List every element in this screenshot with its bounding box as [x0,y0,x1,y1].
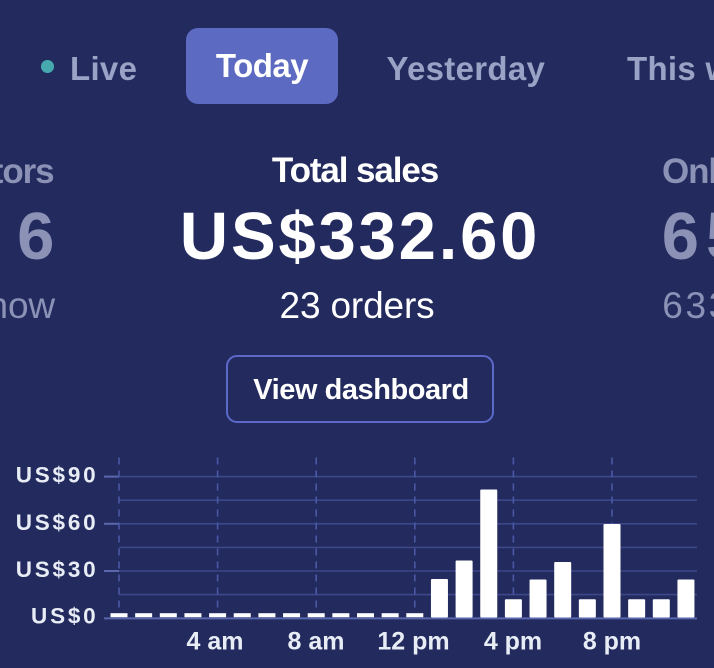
svg-text:US$90: US$90 [16,463,99,488]
svg-text:4 pm: 4 pm [484,628,542,656]
svg-text:US$60: US$60 [16,510,99,535]
svg-text:8 pm: 8 pm [583,628,641,656]
svg-text:US$0: US$0 [31,603,98,628]
svg-text:12 pm: 12 pm [377,628,449,656]
svg-text:4 am: 4 am [187,628,244,656]
svg-text:8 am: 8 am [288,628,345,656]
svg-text:US$30: US$30 [16,557,99,582]
